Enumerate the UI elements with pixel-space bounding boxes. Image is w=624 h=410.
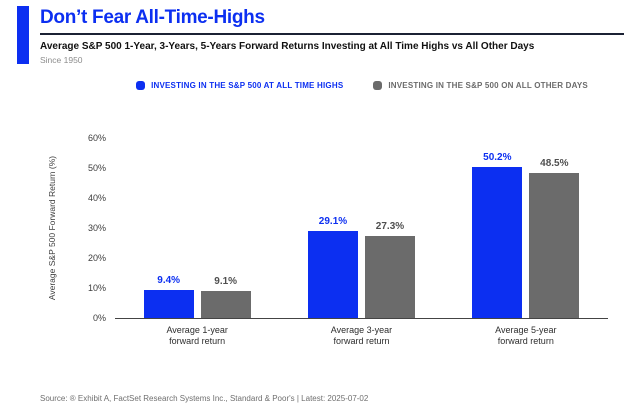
bar-value-label: 29.1% — [318, 215, 348, 227]
bar-series1-cat0: 9.1% — [200, 276, 251, 318]
bar-series0-cat0: 9.4% — [143, 275, 194, 318]
category-label-0: Average 1-year forward return — [166, 325, 228, 346]
bar-series1-cat1: 27.3% — [364, 221, 415, 318]
bar-value-label: 9.4% — [157, 274, 181, 286]
chart-subtitle: Average S&P 500 1-Year, 3-Years, 5-Years… — [40, 41, 535, 52]
header: Don’t Fear All-Time-Highs Average S&P 50… — [40, 7, 624, 65]
bar-series0-cat2: 50.2% — [472, 152, 523, 318]
legend-label: INVESTING IN THE S&P 500 AT ALL TIME HIG… — [151, 81, 344, 90]
y-tick-label: 0% — [92, 313, 106, 323]
source-note: Source: ® Exhibit A, FactSet Research Sy… — [40, 394, 369, 403]
legend-swatch-icon — [373, 81, 383, 90]
page-title: Don’t Fear All-Time-Highs — [40, 7, 265, 28]
bar-series0-cat1: 29.1% — [307, 216, 358, 318]
bar-value-label: 9.1% — [214, 275, 238, 287]
bar-value-label: 27.3% — [375, 221, 405, 233]
title-accent-bar — [17, 6, 29, 64]
legend-item-0: INVESTING IN THE S&P 500 AT ALL TIME HIG… — [136, 81, 343, 90]
bar-group-0: 9.4% 9.1% — [143, 275, 251, 318]
bar-series1-cat2: 48.5% — [529, 158, 580, 318]
bar-group-2: 50.2% 48.5% — [472, 152, 580, 318]
y-tick-label: 50% — [87, 163, 106, 173]
period-note: Since 1950 — [40, 55, 83, 65]
bar-value-label: 48.5% — [540, 157, 569, 169]
category-label-1: Average 3-year forward return — [330, 325, 393, 346]
legend: INVESTING IN THE S&P 500 AT ALL TIME HIG… — [110, 81, 614, 90]
bar-value-label: 50.2% — [483, 152, 512, 164]
y-tick-label: 10% — [87, 283, 106, 293]
y-tick-label: 20% — [87, 253, 106, 263]
title-divider — [40, 33, 624, 35]
plot-area: 9.4% 9.1% 29.1% 27.3% 50.2% 48.5% — [115, 138, 608, 319]
y-tick-label: 60% — [87, 133, 106, 143]
category-label-2: Average 5-year forward return — [495, 325, 557, 346]
y-tick-label: 30% — [87, 223, 106, 233]
bar-group-1: 29.1% 27.3% — [307, 216, 415, 318]
legend-item-1: INVESTING IN THE S&P 500 ON ALL OTHER DA… — [373, 81, 588, 90]
y-axis-ticks: 60% 50% 40% 30% 20% 10% 0% — [0, 133, 106, 323]
legend-label: INVESTING IN THE S&P 500 ON ALL OTHER DA… — [388, 81, 588, 90]
legend-swatch-icon — [136, 81, 146, 90]
x-axis-category-labels: Average 1-year forward return Average 3-y… — [115, 325, 608, 347]
y-tick-label: 40% — [87, 193, 106, 203]
